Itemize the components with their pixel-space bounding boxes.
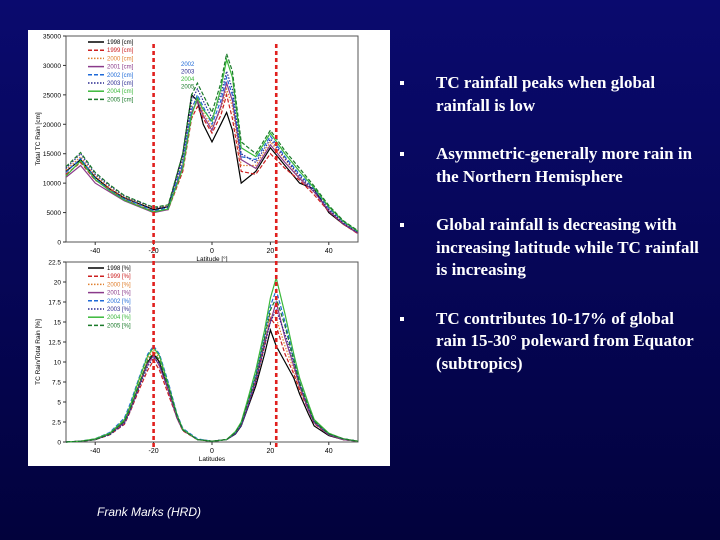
y-tick-label: 12.5: [48, 340, 61, 347]
square-bullet-icon: [400, 81, 404, 85]
legend-label: 2004 [cm]: [107, 89, 134, 95]
x-axis-label: Latitude [°]: [196, 255, 227, 263]
y-tick-label: 5000: [47, 210, 62, 217]
series-line-1998: [65, 327, 359, 443]
legend-label: 1999 [%]: [107, 274, 131, 280]
legend-label: 2003 [cm]: [107, 81, 134, 87]
x-tick-label: -40: [90, 448, 100, 455]
legend-label: 2005 [cm]: [107, 97, 134, 103]
author-credit: Frank Marks (HRD): [97, 505, 201, 519]
y-tick-label: 7.5: [52, 380, 61, 387]
bullet-item: Global rainfall is decreasing with incre…: [400, 214, 705, 282]
legend-label: 2001 [cm]: [107, 65, 134, 71]
square-bullet-icon: [400, 316, 404, 321]
legend-label-secondary: 2005: [181, 85, 195, 91]
x-tick-label: 20: [267, 248, 275, 255]
y-axis-label: Total TC Rain [cm]: [35, 112, 42, 166]
x-tick-label: -20: [149, 248, 159, 255]
x-tick-label: 0: [210, 448, 214, 455]
series-line-2003: [65, 69, 359, 234]
y-tick-label: 2.5: [52, 420, 61, 427]
bullet-item: Asymmetric-generally more rain in the No…: [400, 143, 705, 188]
bullet-text: Asymmetric-generally more rain in the No…: [436, 144, 693, 186]
x-tick-label: 20: [267, 448, 275, 455]
legend-label: 1999 [cm]: [107, 48, 134, 54]
y-tick-label: 20: [54, 280, 62, 287]
legend-label: 1998 [%]: [107, 266, 131, 272]
legend-label: 2000 [%]: [107, 282, 131, 288]
figure-panel: 0 5000 10000 15000 20000 25000 30000 35000 -40 -2…: [28, 30, 390, 466]
y-tick-label: 5: [57, 400, 61, 407]
legend-label: 2005 [%]: [107, 323, 131, 329]
plot-frame: [65, 261, 359, 443]
series-line-2004: [65, 57, 359, 232]
bullet-item: TC contributes 10-17% of global rain 15-…: [400, 308, 705, 376]
x-tick-label: -20: [149, 448, 159, 455]
x-tick-label: -40: [90, 248, 100, 255]
y-tick-label: 22.5: [48, 260, 61, 267]
y-tick-label: 10000: [43, 181, 61, 188]
y-tick-label: 25000: [43, 92, 61, 99]
bullet-text: Global rainfall is decreasing with incre…: [436, 215, 699, 279]
series-line-1998: [65, 93, 359, 234]
y-tick-label: 35000: [43, 34, 61, 41]
legend-label: 2001 [%]: [107, 291, 131, 297]
square-bullet-icon: [400, 223, 404, 227]
y-tick-label: 0: [57, 240, 61, 247]
legend-label-secondary: 2004: [181, 77, 195, 83]
legend-label: 1998 [cm]: [107, 40, 134, 46]
legend-label: 2002 [cm]: [107, 73, 134, 79]
y-tick-label: 30000: [43, 63, 61, 70]
bullet-text: TC rainfall peaks when global rainfall i…: [436, 73, 656, 115]
series-line-1999: [65, 92, 359, 235]
y-tick-label: 17.5: [48, 300, 61, 307]
series-line-2004: [65, 275, 359, 443]
legend-label-secondary: 2002: [181, 62, 195, 68]
legend-label: 2002 [%]: [107, 299, 131, 305]
y-tick-label: 10: [54, 360, 62, 367]
legend-label-secondary: 2003: [181, 70, 195, 76]
x-tick-label: 40: [325, 248, 333, 255]
y-tick-label: 15000: [43, 151, 61, 158]
y-tick-label: 15: [54, 320, 62, 327]
y-axis-label: TC Rain/Total Rain [%]: [35, 319, 42, 385]
series-line-2002: [65, 75, 359, 233]
square-bullet-icon: [400, 152, 404, 156]
x-tick-label: 0: [210, 248, 214, 255]
legend-label: 2003 [%]: [107, 307, 131, 313]
x-tick-label: 40: [325, 448, 333, 455]
series-line-2005: [65, 296, 359, 443]
bullet-list: TC rainfall peaks when global rainfall i…: [400, 72, 705, 401]
series-line-2001: [65, 80, 359, 234]
bullet-item: TC rainfall peaks when global rainfall i…: [400, 72, 705, 117]
y-tick-label: 0: [57, 440, 61, 447]
y-tick-label: 20000: [43, 122, 61, 129]
legend-label: 2000 [cm]: [107, 56, 134, 62]
legend-label: 2004 [%]: [107, 315, 131, 321]
x-axis-label: Latitudes: [199, 456, 226, 463]
bullet-text: TC contributes 10-17% of global rain 15-…: [436, 308, 694, 373]
